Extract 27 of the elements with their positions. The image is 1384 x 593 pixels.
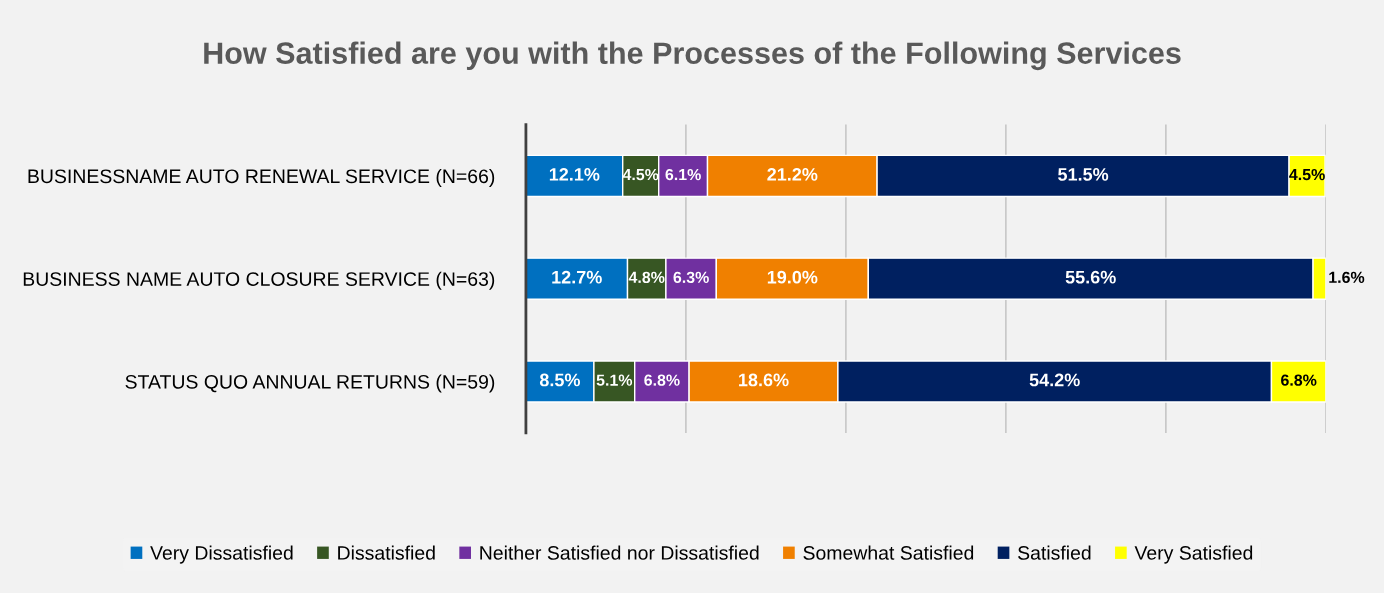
legend-label: Somewhat Satisfied [803, 545, 974, 560]
data-label: 6.1% [665, 168, 701, 181]
data-label: 21.2% [767, 167, 818, 181]
data-label: 4.5% [622, 168, 659, 181]
data-label: 12.7% [552, 270, 602, 284]
data-label: 55.6% [1065, 270, 1116, 284]
legend-label: Satisfied [1018, 545, 1091, 560]
data-label: 51.5% [1058, 168, 1109, 181]
legend-label: Dissatisfied [338, 545, 435, 560]
data-label: 6.8% [644, 374, 680, 386]
legend-label: Very Satisfied [1134, 545, 1253, 564]
data-label: 12.1% [549, 167, 600, 181]
data-label: 5.1% [596, 374, 633, 386]
data-label: 19.0% [767, 270, 818, 284]
y-tick-label: BUSINESSNAME AUTO RENEWAL SERVICE (N=66) [28, 168, 495, 187]
legend-label: Neither Satisfied nor Dissatisfied [480, 545, 759, 560]
chart-title: How Satisfied are you with the Processes of the Following Services [204, 41, 1181, 71]
y-tick-label: BUSINESS NAME AUTO CLOSURE SERVICE (N=63) [23, 271, 495, 290]
data-label: 8.5% [539, 373, 581, 387]
data-label: 18.6% [739, 373, 789, 387]
data-label: 6.3% [673, 271, 709, 284]
data-label: 1.6% [1329, 271, 1365, 283]
data-label: 4.8% [628, 271, 665, 283]
legend-label: Very Dissatisfied [150, 545, 293, 564]
y-tick-label: STATUS QUO ANNUAL RETURNS (N=59) [125, 374, 495, 393]
data-label: 6.8% [1281, 374, 1317, 386]
data-label: 54.2% [1029, 373, 1080, 387]
